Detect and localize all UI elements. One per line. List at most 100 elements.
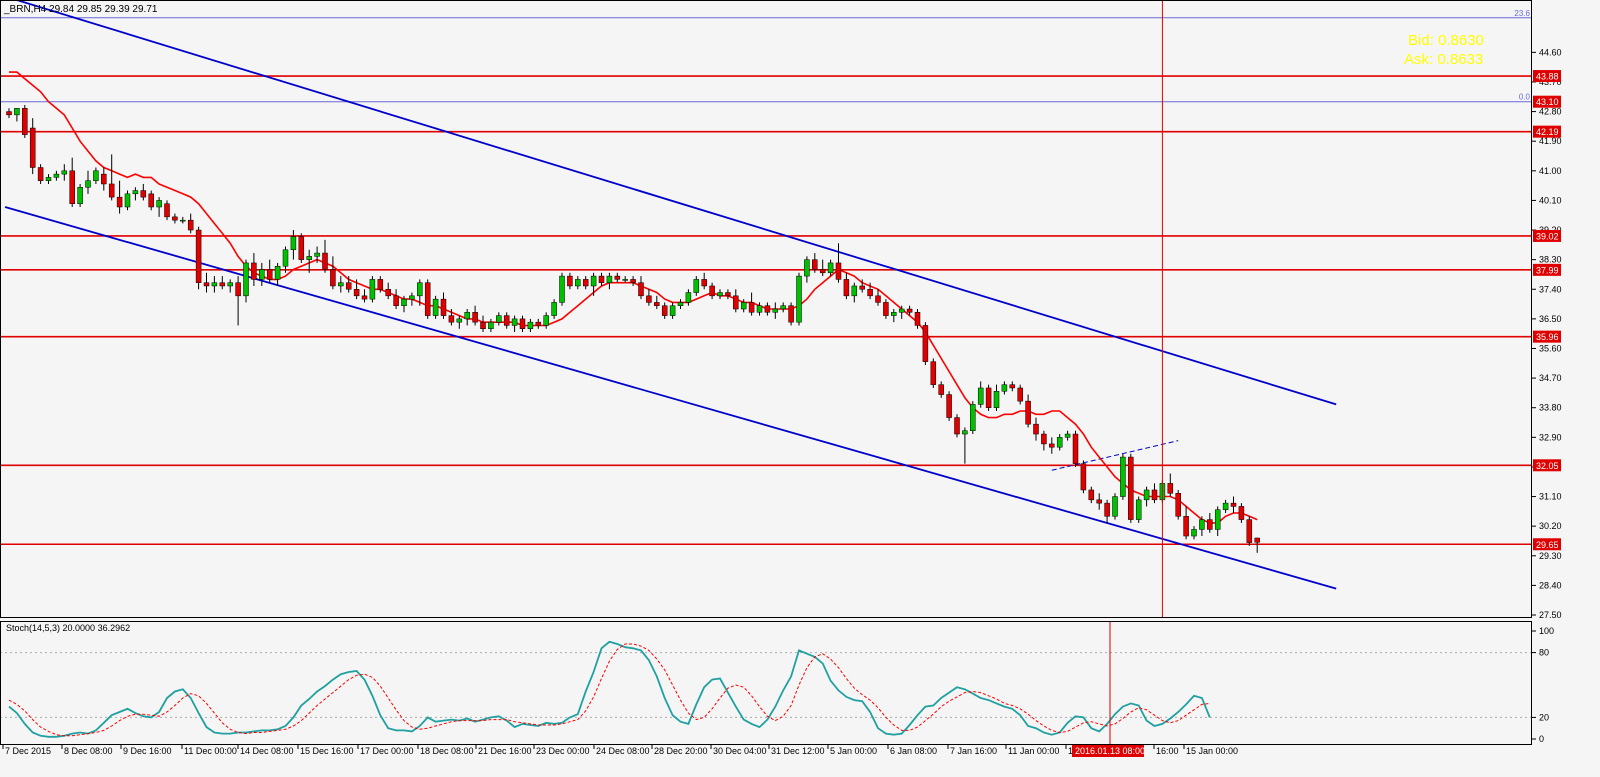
- bear-candle: [108, 183, 115, 198]
- bull-candle: [669, 305, 676, 316]
- bear-candle: [630, 279, 636, 283]
- time-tick-label: 21 Dec 16:00: [478, 746, 532, 756]
- bear-candle: [598, 275, 605, 283]
- stoch-title: Stoch(14,5,3) 20.0000 36.2962: [6, 623, 130, 633]
- bull-candle: [409, 295, 415, 300]
- bull-candle: [1001, 384, 1008, 392]
- level-tag-label: 32.05: [1536, 461, 1559, 471]
- bear-candle: [701, 279, 707, 287]
- bear-candle: [654, 302, 660, 306]
- bear-candle: [503, 315, 510, 326]
- bear-candle: [266, 269, 273, 280]
- bull-candle: [496, 315, 502, 323]
- fibonacci-levels[interactable]: 23.6 0.0: [0, 9, 1532, 103]
- bear-candle: [1238, 506, 1245, 520]
- bear-candle: [22, 108, 28, 135]
- candles: [6, 105, 1260, 553]
- bear-candle: [788, 305, 794, 323]
- dashed-trend-line[interactable]: [1051, 440, 1179, 471]
- time-tick-label: 28 Dec 20:00: [654, 746, 708, 756]
- bear-candle: [195, 229, 202, 283]
- bear-candle: [1017, 387, 1023, 402]
- bear-candle: [116, 196, 123, 208]
- time-tick-label: 23 Dec 00:00: [536, 746, 590, 756]
- bear-candle: [424, 282, 431, 316]
- bull-candle: [851, 285, 858, 297]
- level-tag-label: 29.65: [1536, 540, 1559, 550]
- price-tick-label: 41.00: [1539, 166, 1562, 176]
- bear-candle: [535, 321, 542, 326]
- bull-candle: [53, 173, 60, 178]
- price-tick-label: 42.80: [1539, 107, 1562, 117]
- channel-lower-line[interactable]: [4, 206, 1337, 590]
- level-tag-label: 37.99: [1536, 265, 1559, 275]
- price-tick-label: 35.60: [1539, 343, 1562, 353]
- stoch-lines: [8, 640, 1211, 738]
- bear-candle: [519, 318, 526, 329]
- bear-candle: [1009, 384, 1016, 389]
- bear-candle: [148, 193, 154, 208]
- bear-candle: [37, 167, 44, 181]
- bull-candle: [622, 279, 628, 281]
- stoch-axis[interactable]: 100 80 20 0: [1532, 626, 1554, 744]
- channel-upper-line[interactable]: [5, 0, 1337, 406]
- time-tick-label: 31 Dec 12:00: [771, 746, 825, 756]
- bear-candle: [764, 305, 771, 313]
- stoch-levels: [0, 652, 1532, 718]
- stoch-signal-line: [8, 643, 1210, 737]
- bear-candle: [480, 321, 486, 329]
- bear-candle: [1033, 423, 1039, 435]
- time-tick-label: 24 Dec 08:00: [596, 746, 650, 756]
- bull-candle: [45, 177, 52, 181]
- level-tag-label: 35.96: [1536, 332, 1559, 342]
- bull-candle: [590, 275, 597, 287]
- price-tick-label: 38.30: [1539, 255, 1562, 265]
- bull-candle: [1064, 433, 1071, 438]
- bear-candle: [1049, 443, 1055, 448]
- bull-candle: [1222, 502, 1229, 510]
- bull-candle: [417, 282, 423, 297]
- bear-candle: [385, 289, 391, 297]
- bull-candle: [132, 190, 139, 195]
- fib-tag-bg: [1533, 95, 1561, 108]
- bear-candle: [946, 394, 952, 418]
- bear-candle: [29, 127, 36, 168]
- stoch-tick-label: 20: [1539, 712, 1549, 722]
- fib-tag-label: 43.10: [1536, 97, 1559, 107]
- bear-candle: [922, 325, 929, 362]
- trend-channel[interactable]: [4, 0, 1337, 590]
- price-tick-label: 30.20: [1539, 521, 1562, 531]
- bear-candle: [709, 285, 715, 297]
- bear-candle: [914, 312, 921, 326]
- bull-candle: [898, 308, 905, 313]
- time-tick-label: 9 Dec 16:00: [123, 746, 172, 756]
- bull-candle: [891, 312, 897, 316]
- bear-candle: [219, 282, 226, 287]
- bull-candle: [511, 318, 518, 326]
- time-axis[interactable]: 7 Dec 2015 8 Dec 08:00 9 Dec 16:00 11 Dec 0…: [2, 745, 1238, 757]
- bull-candle: [77, 187, 83, 204]
- stoch-tick-label: 80: [1539, 648, 1549, 658]
- bear-candle: [930, 361, 937, 385]
- price-tick-label: 37.40: [1539, 284, 1562, 294]
- level-tag-bg: [1533, 330, 1561, 343]
- bear-candle: [345, 282, 352, 290]
- bear-candle: [1104, 502, 1110, 517]
- bear-candle: [6, 111, 12, 116]
- time-tick-label: 5 Jan 00:00: [830, 746, 877, 756]
- bear-candle: [140, 190, 147, 198]
- bear-candle: [1175, 493, 1181, 517]
- bear-candle: [377, 279, 384, 290]
- bear-candle: [472, 312, 478, 323]
- bear-candle: [748, 302, 755, 313]
- bull-candle: [977, 387, 984, 405]
- time-tick-label: 15 Jan 00:00: [1186, 746, 1238, 756]
- price-tick-label: 36.50: [1539, 314, 1562, 324]
- bull-candle: [527, 321, 534, 329]
- bear-candle: [298, 236, 305, 260]
- bear-candle: [906, 308, 913, 313]
- bull-candle: [796, 275, 802, 323]
- bear-candle: [733, 295, 739, 310]
